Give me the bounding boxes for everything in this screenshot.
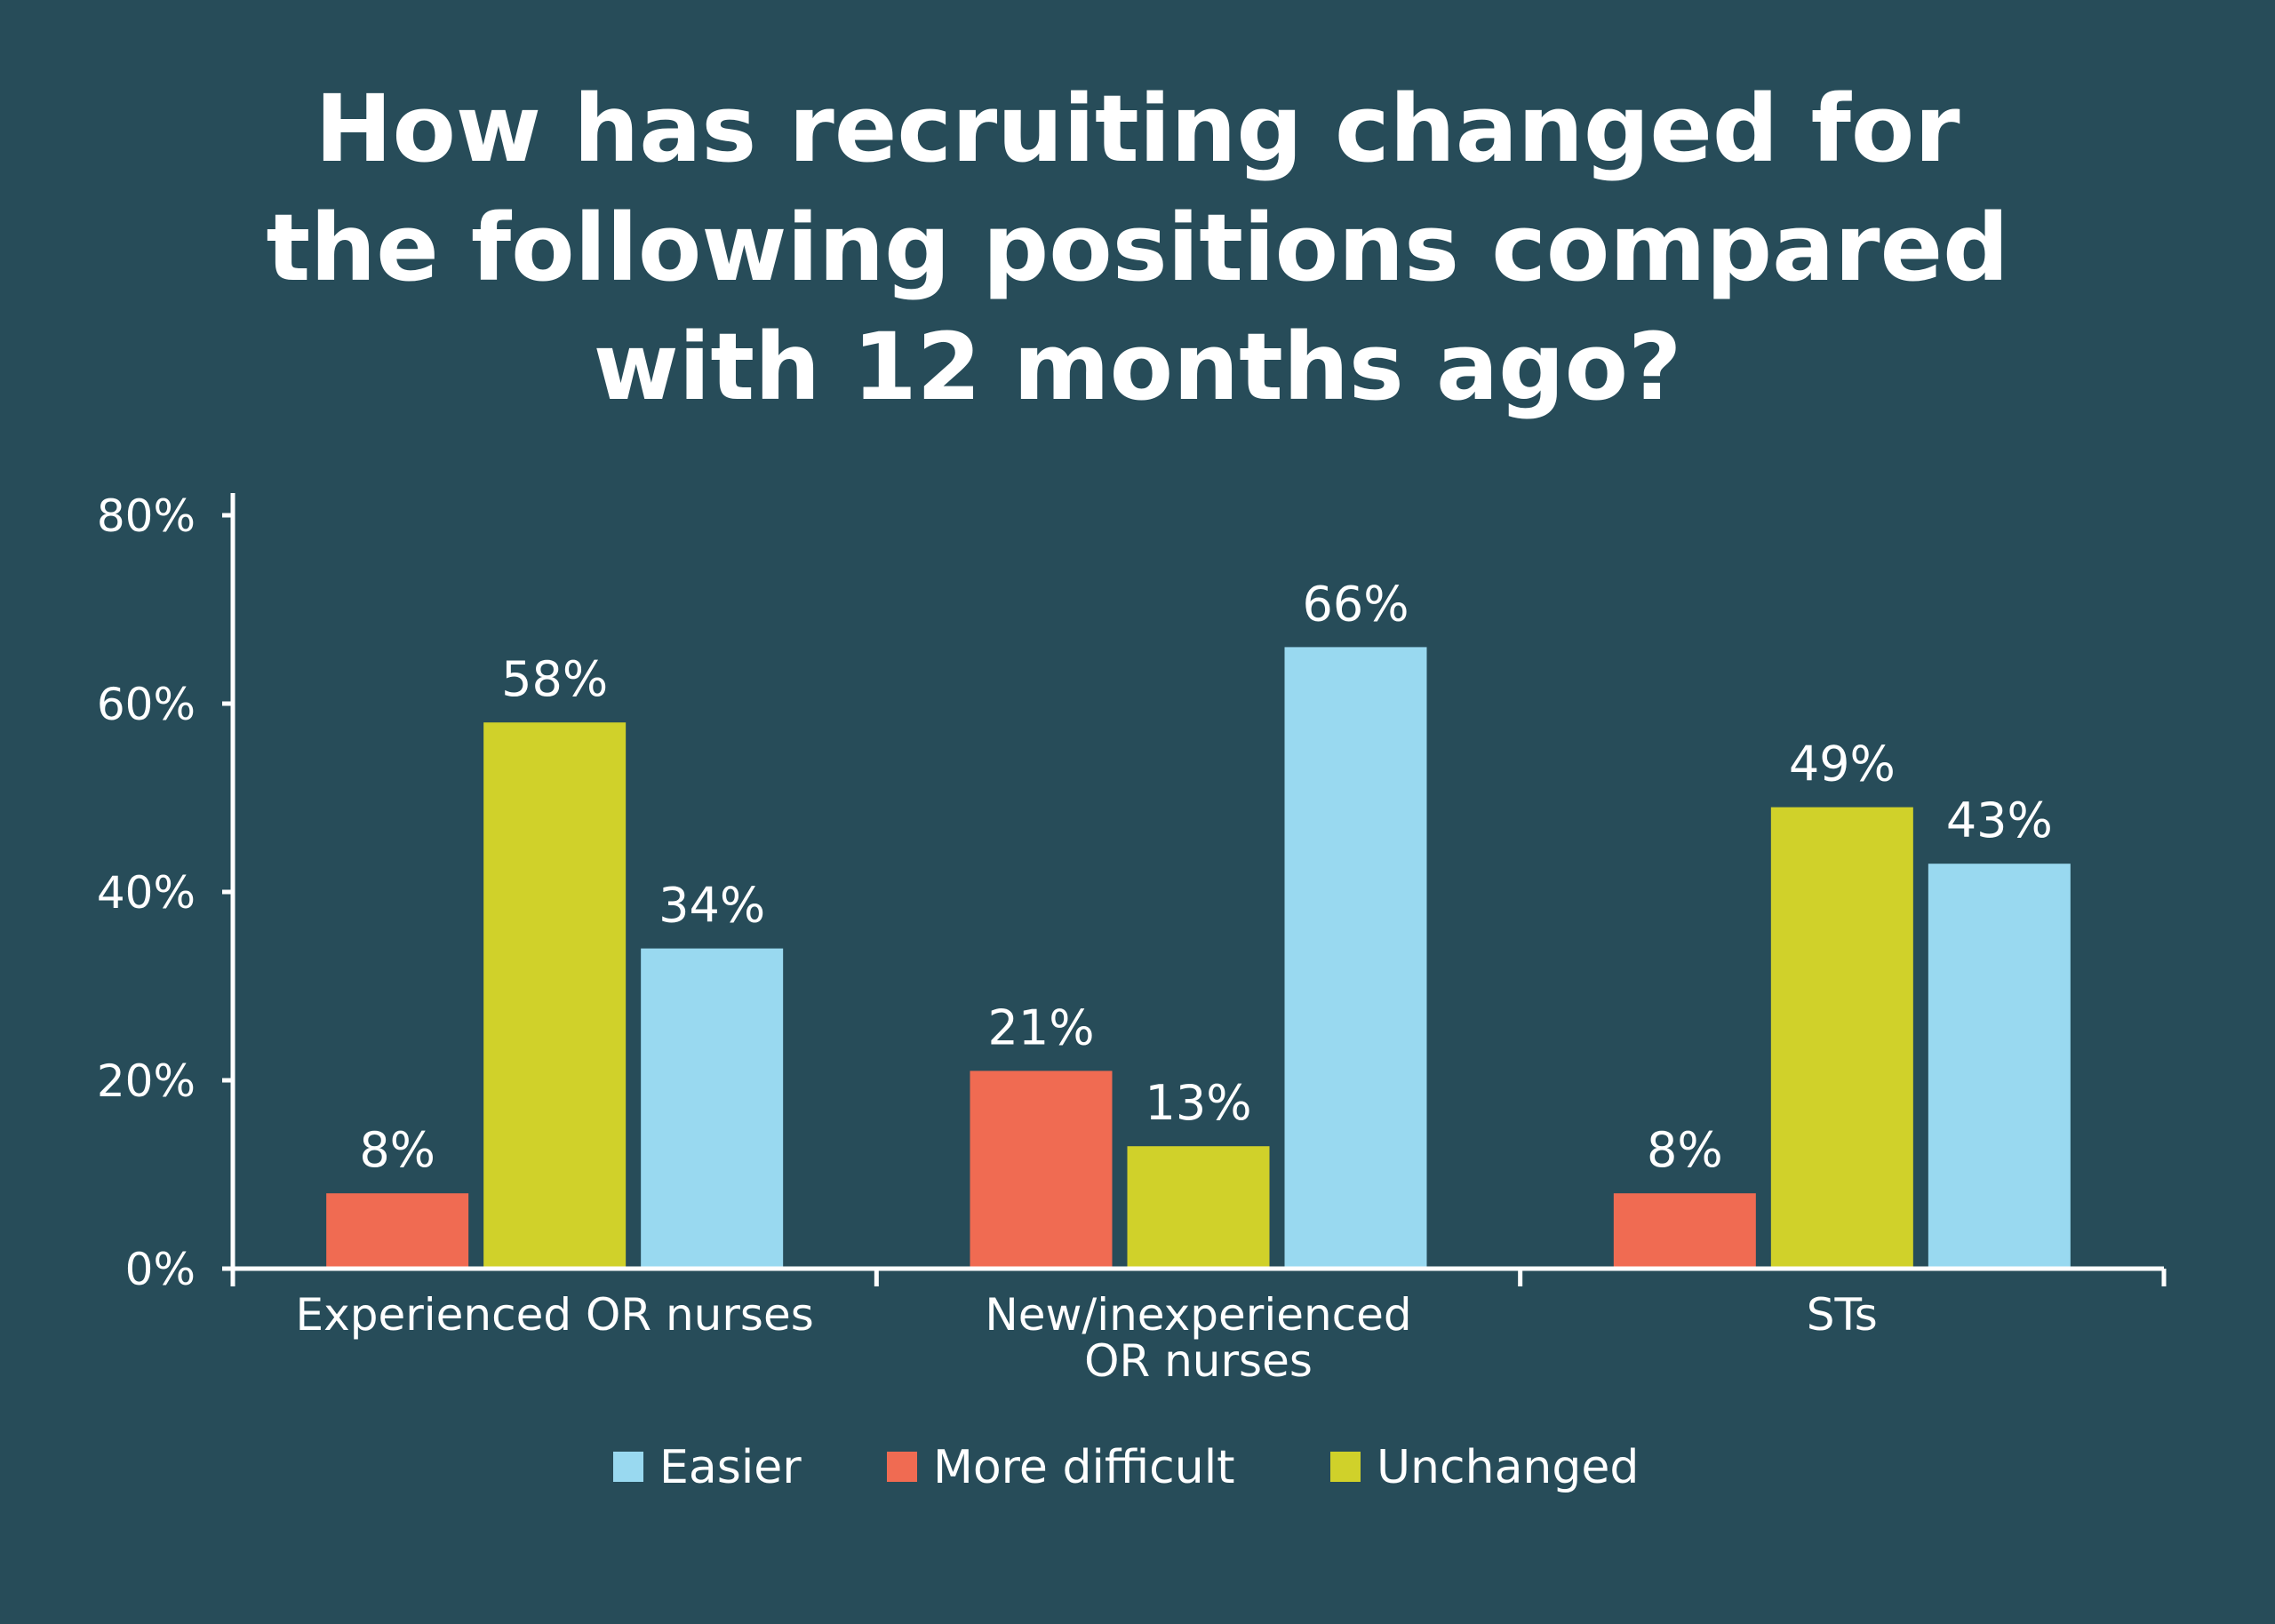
x-category-label: Experienced OR nurses <box>296 1289 814 1341</box>
data-label: 8% <box>359 1122 435 1178</box>
data-label: 21% <box>987 999 1094 1055</box>
data-label: 58% <box>501 651 608 707</box>
x-category-label: STs <box>1807 1289 1878 1341</box>
legend-label: Easier <box>659 1441 802 1494</box>
y-tick-label: 0% <box>125 1244 196 1295</box>
bar <box>1613 1193 1756 1267</box>
data-label: 34% <box>659 878 765 934</box>
legend-label: More difficult <box>933 1441 1235 1494</box>
data-label: 8% <box>1647 1122 1723 1178</box>
bar <box>1928 864 2071 1267</box>
data-label: 49% <box>1789 736 1896 792</box>
y-tick-label: 20% <box>97 1055 196 1107</box>
chart-title-line: the following positions compared <box>266 194 2009 302</box>
chart-title-line: How has recruiting changed for <box>315 75 1960 183</box>
bar <box>1770 807 1913 1267</box>
y-tick-label: 80% <box>97 490 196 542</box>
bar <box>326 1193 469 1267</box>
legend-swatch <box>613 1452 643 1482</box>
data-label: 13% <box>1145 1075 1251 1131</box>
chart-title: How has recruiting changed for the follow… <box>0 69 2275 426</box>
legend-swatch <box>887 1452 917 1482</box>
bar <box>1284 647 1427 1267</box>
legend-label: Unchanged <box>1377 1441 1639 1494</box>
bar <box>970 1071 1113 1267</box>
y-tick-label: 40% <box>97 867 196 919</box>
data-label: 43% <box>1946 792 2053 848</box>
x-category-label: OR nurses <box>1084 1335 1313 1387</box>
bar <box>1127 1146 1270 1267</box>
y-tick-label: 60% <box>97 679 196 730</box>
bar <box>641 948 784 1267</box>
chart-title-line: with 12 months ago? <box>593 313 1682 421</box>
data-label: 66% <box>1302 576 1409 632</box>
bar <box>483 722 627 1267</box>
legend-swatch <box>1330 1452 1361 1482</box>
x-category-label: New/inexperienced <box>985 1289 1411 1341</box>
